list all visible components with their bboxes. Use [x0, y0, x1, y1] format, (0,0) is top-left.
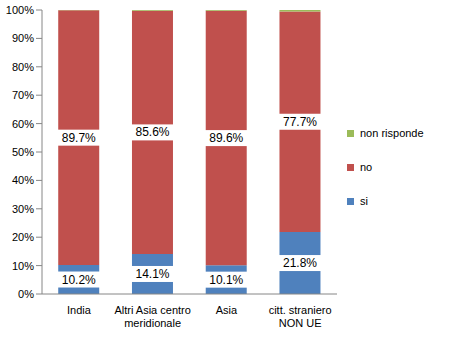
- html-text:non risponde: non risponde: [360, 127, 424, 139]
- svg-text:14.1%: 14.1%: [135, 267, 169, 281]
- svg-text:30%: 30%: [12, 203, 34, 215]
- html-text:no: no: [360, 161, 373, 173]
- svg-text:60%: 60%: [12, 118, 34, 130]
- svg-text:80%: 80%: [12, 61, 34, 73]
- html-text:si: si: [360, 195, 368, 207]
- svg-text:100%: 100%: [8, 4, 34, 16]
- svg-text:citt. stranieroNON UE: citt. stranieroNON UE: [269, 304, 332, 329]
- svg-text:10.1%: 10.1%: [209, 273, 243, 287]
- svg-text:20%: 20%: [12, 231, 34, 243]
- svg-text:Altri Asia centromeridionale: Altri Asia centromeridionale: [114, 304, 190, 329]
- svg-text:89.7%: 89.7%: [62, 131, 96, 145]
- svg-text:70%: 70%: [12, 89, 34, 101]
- svg-text:90%: 90%: [12, 32, 34, 44]
- svg-text:77.7%: 77.7%: [283, 115, 317, 129]
- svg-text:India: India: [67, 304, 92, 316]
- svg-text:40%: 40%: [12, 174, 34, 186]
- svg-text:85.6%: 85.6%: [135, 125, 169, 139]
- svg-text:21.8%: 21.8%: [283, 256, 317, 270]
- svg-text:10%: 10%: [12, 260, 34, 272]
- svg-text:89.6%: 89.6%: [209, 131, 243, 145]
- svg-text:50%: 50%: [12, 146, 34, 158]
- svg-text:0%: 0%: [18, 288, 34, 300]
- svg-text:Asia: Asia: [216, 304, 238, 316]
- svg-text:10.2%: 10.2%: [62, 273, 96, 287]
